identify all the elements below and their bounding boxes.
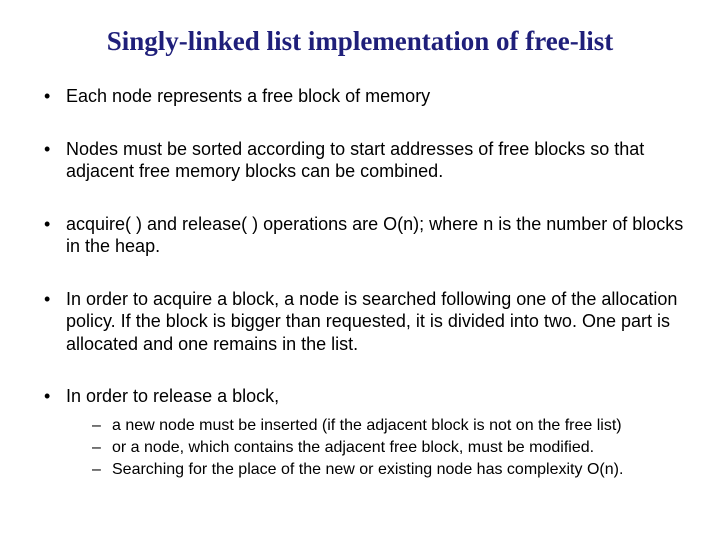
slide: Singly-linked list implementation of fre… [0, 0, 720, 540]
sub-bullet-text: or a node, which contains the adjacent f… [112, 439, 594, 456]
list-item: Each node represents a free block of mem… [40, 85, 684, 108]
sub-list-item: or a node, which contains the adjacent f… [92, 438, 684, 458]
sub-list-item: Searching for the place of the new or ex… [92, 460, 684, 480]
slide-title: Singly-linked list implementation of fre… [28, 26, 692, 57]
sub-bullet-text: Searching for the place of the new or ex… [112, 461, 623, 478]
sub-bullet-list: a new node must be inserted (if the adja… [66, 416, 684, 480]
bullet-text: In order to acquire a block, a node is s… [66, 289, 677, 354]
bullet-text: acquire( ) and release( ) operations are… [66, 214, 683, 257]
bullet-text: In order to release a block, [66, 386, 279, 406]
bullet-list: Each node represents a free block of mem… [28, 85, 692, 480]
list-item: In order to acquire a block, a node is s… [40, 288, 684, 356]
sub-list-item: a new node must be inserted (if the adja… [92, 416, 684, 436]
list-item: In order to release a block, a new node … [40, 385, 684, 480]
sub-bullet-text: a new node must be inserted (if the adja… [112, 417, 622, 434]
list-item: Nodes must be sorted according to start … [40, 138, 684, 183]
bullet-text: Nodes must be sorted according to start … [66, 139, 644, 182]
list-item: acquire( ) and release( ) operations are… [40, 213, 684, 258]
bullet-text: Each node represents a free block of mem… [66, 86, 430, 106]
